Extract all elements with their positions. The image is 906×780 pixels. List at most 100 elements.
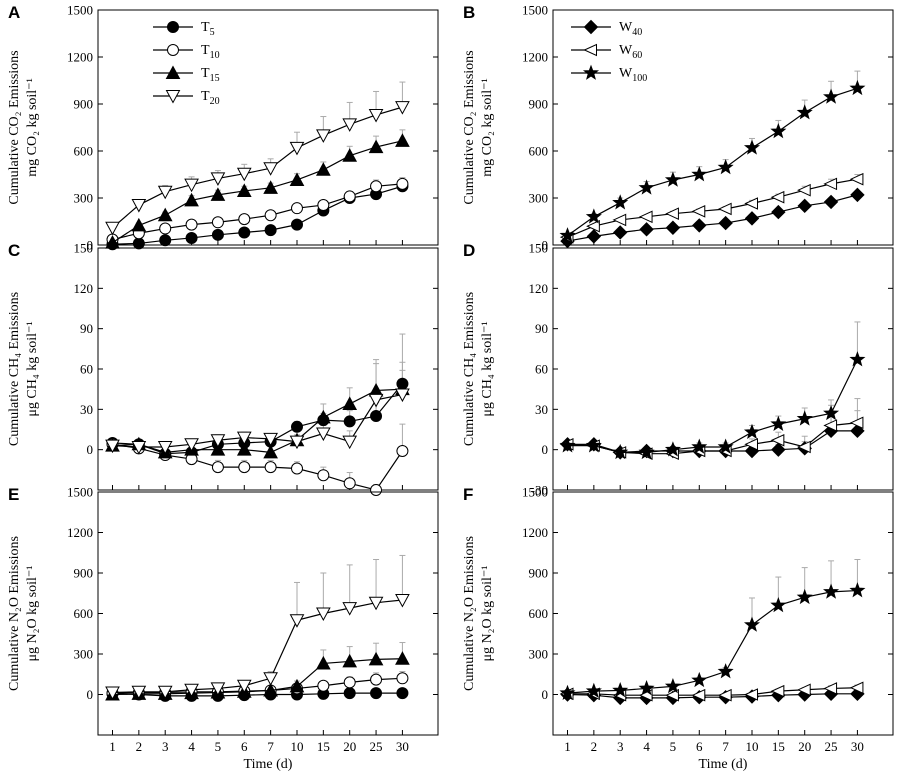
data-point [289, 614, 305, 628]
series-T20 [105, 594, 410, 701]
data-point [370, 687, 383, 700]
data-point [664, 171, 681, 187]
x-axis-label: Time (d) [244, 757, 293, 772]
data-point [823, 583, 840, 599]
data-point [717, 438, 734, 454]
y-axis-label: Cumulative CH₄ Emissions [462, 292, 477, 446]
data-point [368, 651, 384, 666]
y-tick-label: 1200 [522, 525, 548, 540]
y-tick-label: 300 [74, 191, 94, 206]
data-point [823, 404, 840, 421]
data-point [849, 172, 864, 186]
data-point [157, 685, 173, 700]
error-bars-W100 [564, 70, 861, 236]
y-tick-label: 600 [529, 606, 549, 621]
data-point [316, 655, 331, 670]
series-line [567, 359, 858, 453]
data-point [264, 224, 277, 237]
data-point [185, 218, 198, 231]
data-point [744, 688, 758, 701]
data-point [613, 225, 628, 240]
legend-label-W40: W40 [619, 20, 642, 38]
panel-c: 0 30 60 90 120 150 C Cumulative CH₄ Emissions μg… [7, 241, 439, 496]
data-point [395, 651, 410, 665]
x-tick-label: 10 [745, 739, 758, 754]
data-point [638, 179, 655, 195]
data-point [717, 159, 734, 175]
data-point [289, 435, 305, 450]
data-point [289, 141, 305, 156]
data-point [184, 178, 199, 193]
data-point [665, 220, 681, 235]
data-point [343, 415, 356, 428]
error-bars-T15 [109, 642, 406, 695]
data-point [211, 228, 224, 241]
y-tick-label: 900 [74, 97, 94, 112]
data-point [718, 215, 733, 231]
data-point [132, 237, 145, 250]
legend-label-W60: W60 [619, 43, 642, 61]
data-point [316, 162, 331, 176]
y-axis-label: Cumulative N₂O Emissions [462, 536, 477, 691]
data-point [691, 166, 708, 182]
error-bars-T15 [109, 129, 406, 243]
data-point [612, 682, 629, 698]
data-point [770, 684, 785, 698]
data-point [316, 409, 331, 424]
data-point [368, 596, 384, 611]
data-point [691, 438, 708, 454]
series-line [112, 140, 403, 244]
x-tick-label: 3 [617, 739, 624, 754]
data-point [797, 440, 811, 454]
panel-letter: B [463, 3, 475, 22]
data-point [342, 148, 358, 162]
y-tick-label: 300 [529, 191, 549, 206]
data-point [559, 227, 576, 243]
data-point [343, 676, 356, 689]
series-line [112, 388, 403, 453]
legend: W40 W60 W100 [571, 19, 647, 84]
data-point [823, 194, 839, 210]
data-point [342, 118, 358, 132]
data-point [263, 180, 278, 194]
data-point [264, 461, 277, 474]
data-point [368, 393, 384, 408]
x-tick-label: 2 [591, 739, 598, 754]
data-point [131, 685, 147, 700]
y-axis-unit-label: mg CO₂ kg soil⁻¹ [25, 78, 40, 177]
series-line [112, 383, 403, 455]
x-tick-label: 4 [643, 739, 650, 754]
panel-letter: D [463, 241, 475, 260]
series-T10 [106, 177, 409, 246]
series-W40 [560, 187, 865, 249]
legend-label-T20: T20 [201, 89, 220, 107]
data-point [342, 435, 358, 450]
x-tick-label: 10 [290, 739, 303, 754]
data-point [612, 443, 629, 460]
data-point [638, 210, 653, 224]
data-point [743, 616, 761, 632]
data-point [236, 183, 252, 197]
data-point [236, 679, 252, 694]
data-point [585, 208, 602, 224]
data-point [823, 177, 838, 191]
data-point [664, 677, 681, 694]
data-point [316, 129, 331, 143]
data-point [823, 419, 838, 432]
x-tick-label: 4 [188, 739, 195, 754]
series-T20 [105, 101, 410, 236]
data-point [316, 427, 331, 442]
data-point [289, 172, 305, 186]
data-point [850, 187, 865, 203]
data-point [665, 688, 679, 702]
series-line [567, 430, 858, 453]
series-line [112, 106, 403, 229]
data-point [157, 207, 173, 222]
x-tick-label: 3 [162, 739, 169, 754]
y-tick-label: 150 [529, 241, 549, 256]
series-line [567, 87, 858, 237]
series-W60 [559, 416, 864, 460]
y-tick-label: -30 [531, 483, 548, 498]
data-point [796, 588, 813, 605]
data-point [744, 438, 758, 451]
